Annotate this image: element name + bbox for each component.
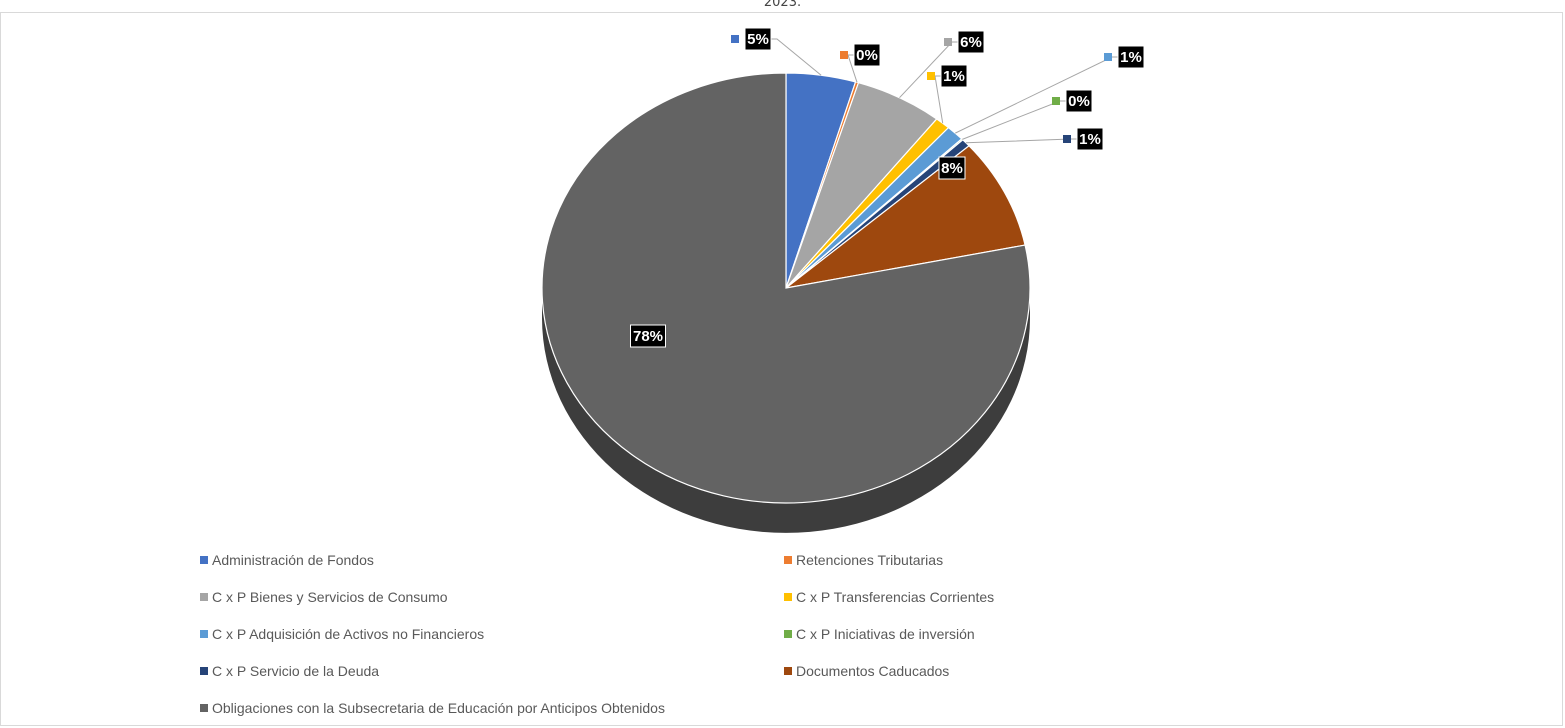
callout-key-4 <box>1104 53 1112 61</box>
callout-key-2 <box>944 38 952 46</box>
legend-swatch-7 <box>784 667 792 675</box>
data-label-6: 1% <box>1079 131 1101 148</box>
legend-item-8: Obligaciones con la Subsecretaria de Edu… <box>200 700 665 716</box>
callout-key-0 <box>731 35 739 43</box>
data-label-box-2 <box>957 30 985 54</box>
legend-label-7: Documentos Caducados <box>796 663 950 679</box>
data-label-box-3 <box>940 64 968 88</box>
legend-item-0: Administración de Fondos <box>200 552 374 568</box>
data-label-5: 0% <box>1068 93 1090 110</box>
legend-item-5: C x P Iniciativas de inversión <box>784 626 975 642</box>
data-label-box-7 <box>938 156 966 180</box>
data-label-box-4 <box>1117 45 1145 69</box>
leader-line-4 <box>955 56 1118 134</box>
callout-key-6 <box>1063 135 1071 143</box>
legend-label-3: C x P Transferencias Corrientes <box>796 589 995 605</box>
data-label-box-6 <box>1076 127 1104 151</box>
data-label-box-1 <box>853 43 881 67</box>
pie-slice-8 <box>541 72 1031 504</box>
data-label-4: 1% <box>1120 49 1142 66</box>
data-label-3: 1% <box>943 68 965 85</box>
legend-label-4: C x P Adquisición de Activos no Financie… <box>212 626 485 642</box>
legend-label-2: C x P Bienes y Servicios de Consumo <box>212 589 448 605</box>
legend-label-1: Retenciones Tributarias <box>796 552 944 568</box>
callout-key-1 <box>840 51 848 59</box>
data-labels-layer: 5% 0% 6% 1% 1% 0% 1% 8% 78% <box>630 27 1145 348</box>
legend-item-3: C x P Transferencias Corrientes <box>784 589 994 605</box>
data-label-2: 6% <box>960 34 982 51</box>
data-label-box-8 <box>630 324 666 348</box>
chart-title: 2023. <box>763 0 802 10</box>
callout-key-5 <box>1052 97 1060 105</box>
leader-line-5 <box>962 100 1066 140</box>
pie-slice-7 <box>785 145 1026 289</box>
legend-swatch-4 <box>200 630 208 638</box>
legend-item-2: C x P Bienes y Servicios de Consumo <box>200 589 448 605</box>
legend-swatch-6 <box>200 667 208 675</box>
legend-swatch-0 <box>200 556 208 564</box>
data-label-box-5 <box>1065 89 1093 113</box>
legend-item-1: Retenciones Tributarias <box>784 552 943 568</box>
legend-label-6: C x P Servicio de la Deuda <box>212 663 380 679</box>
data-label-1: 0% <box>856 47 878 64</box>
legend-label-8: Obligaciones con la Subsecretaria de Edu… <box>212 700 665 716</box>
legend-swatch-1 <box>784 556 792 564</box>
legend-label-0: Administración de Fondos <box>212 552 374 568</box>
callout-key-3 <box>927 72 935 80</box>
data-label-8: 78% <box>633 328 663 345</box>
legend-item-6: C x P Servicio de la Deuda <box>200 663 379 679</box>
legend-label-5: C x P Iniciativas de inversión <box>796 626 975 642</box>
legend-item-7: Documentos Caducados <box>784 663 949 679</box>
data-label-7: 8% <box>941 160 963 177</box>
data-label-box-0 <box>744 27 772 51</box>
legend-swatch-3 <box>784 593 792 601</box>
legend-item-4: C x P Adquisición de Activos no Financie… <box>200 626 484 642</box>
legend-swatch-2 <box>200 593 208 601</box>
chart-legend: Administración de Fondos Retenciones Trib… <box>180 544 1385 720</box>
pie-slices-layer <box>541 72 1031 504</box>
leader-line-6 <box>965 138 1077 144</box>
leader-line-0 <box>771 38 822 76</box>
legend-swatch-8 <box>200 704 208 712</box>
data-label-0: 5% <box>747 31 769 48</box>
legend-swatch-5 <box>784 630 792 638</box>
